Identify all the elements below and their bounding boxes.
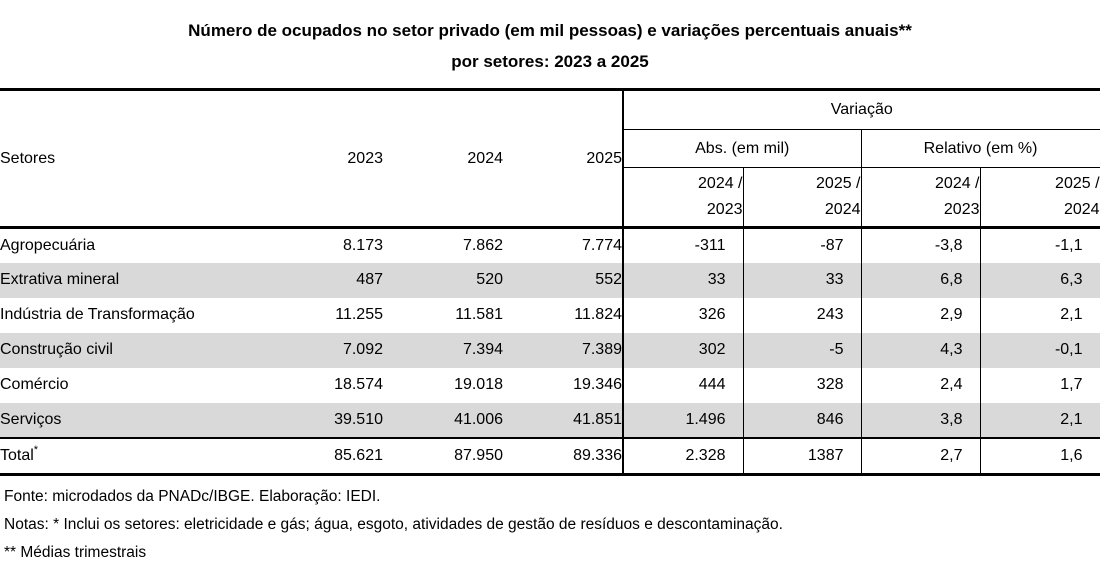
period-top: 2025 / [1055,175,1100,192]
rel-var-2025-2024-cell: 1,6 [979,437,1100,475]
header-abs-2025-2024: 2025 / 2024 [742,167,861,228]
table-notes: Fonte: microdados da PNADc/IBGE. Elabora… [0,476,1100,567]
value-2023-cell: 8.173 [342,236,383,254]
value-2024-cell: 7.862 [462,236,503,254]
sector-name-cell: Indústria de Transformação [0,306,195,323]
value-2023-cell: 11.255 [335,306,383,323]
abs-var-2024-2023-cell: 444 [622,367,743,403]
table-body: Agropecuária 8.173 7.862 7.774 -311 -87 … [0,227,1100,475]
header-row-periods: 2024 / 2023 2025 / 2024 2024 / 2023 2025… [0,167,1100,228]
header-relativo: Relativo (em %) [860,129,1100,168]
value-2024-cell: 11.581 [455,306,503,323]
sector-name-cell: Agropecuária [0,236,96,254]
notes-line2: ** Médias trimestrais [4,544,147,561]
value-2023-cell: 18.574 [334,376,383,393]
header-abs: Abs. (em mil) [622,129,861,168]
rel-var-2025-2024-cell: 6,3 [979,262,1100,298]
value-2025-cell: 552 [595,271,622,288]
header-year-2024: 2024 [467,149,503,167]
rel-var-2025-2024-cell: 2,1 [979,297,1100,333]
table-row-extrativa-mineral: Extrativa mineral 487 520 552 33 33 6,8 … [0,262,1100,298]
rel-var-2025-2024-cell: -1,1 [979,227,1100,263]
value-2024-cell: 41.006 [454,410,503,428]
sector-name-cell: Comércio [0,376,69,393]
period-bottom: 2023 [706,201,743,218]
abs-var-2025-2024-cell: 33 [742,262,861,298]
report-title: Número de ocupados no setor privado (em … [0,0,1100,88]
period-bottom: 2023 [943,201,980,218]
total-label: Total [0,446,34,464]
table-row-industria-transformacao: Indústria de Transformação 11.255 11.581… [0,297,1100,333]
abs-var-2024-2023-cell: -311 [622,227,743,263]
value-2024-cell: 520 [476,271,503,288]
abs-var-2025-2024-cell: -87 [742,227,861,263]
sector-name-cell: Construção civil [0,341,113,358]
header-variacao: Variação [621,89,1100,130]
abs-var-2024-2023-cell: 326 [622,297,743,333]
table-row-agropecuaria: Agropecuária 8.173 7.862 7.774 -311 -87 … [0,227,1100,263]
abs-var-2025-2024-cell: 328 [742,367,861,403]
abs-var-2025-2024-cell: 1387 [742,437,861,475]
value-2025-cell: 19.346 [573,376,622,393]
value-2023-cell: 85.621 [334,446,383,464]
header-rel-2025-2024: 2025 / 2024 [979,167,1100,228]
abs-var-2024-2023-cell: 1.496 [622,402,743,438]
abs-var-2024-2023-cell: 33 [622,262,743,298]
header-row-variacao: Setores 2023 2024 2025 Variação [0,89,1100,167]
total-asterisk: * [33,443,39,456]
sector-name-cell: Extrativa mineral [0,271,120,288]
table-header: Setores 2023 2024 2025 Variação Abs. (em… [0,89,1100,228]
abs-var-2024-2023-cell: 302 [622,332,743,368]
rel-var-2025-2024-cell: -0,1 [979,332,1100,368]
header-rel-2024-2023: 2024 / 2023 [860,167,980,228]
rel-var-2024-2023-cell: 2,4 [860,367,980,403]
value-2024-cell: 19.018 [454,376,503,393]
value-2023-cell: 487 [356,271,383,288]
rel-var-2025-2024-cell: 1,7 [979,367,1100,403]
table-row-servicos: Serviços 39.510 41.006 41.851 1.496 846 … [0,402,1100,438]
period-top: 2025 / [816,175,861,192]
table-row-comercio: Comércio 18.574 19.018 19.346 444 328 2,… [0,367,1100,403]
value-2024-cell: 87.950 [454,446,503,464]
value-2025-cell: 41.851 [573,410,622,428]
rel-var-2024-2023-cell: 4,3 [860,332,980,368]
sector-name-cell: Serviços [0,410,62,428]
table-row-construcao-civil: Construção civil 7.092 7.394 7.389 302 -… [0,332,1100,368]
rel-var-2024-2023-cell: 3,8 [860,402,980,438]
abs-var-2025-2024-cell: 243 [742,297,861,333]
abs-var-2025-2024-cell: -5 [742,332,861,368]
source-note: Fonte: microdados da PNADc/IBGE. Elabora… [4,488,381,505]
value-2025-cell: 7.774 [581,236,622,254]
header-row-abs-rel: Abs. (em mil) Relativo (em %) [0,129,1100,168]
rel-var-2025-2024-cell: 2,1 [979,402,1100,438]
value-2023-cell: 7.092 [342,341,383,358]
period-top: 2024 / [698,175,743,192]
notes-line1: Notas: * Inclui os setores: eletricidade… [4,516,783,533]
abs-var-2025-2024-cell: 846 [742,402,861,438]
header-year-2023: 2023 [347,149,383,167]
period-bottom: 2024 [1063,201,1100,218]
report-title-line1: Número de ocupados no setor privado (em … [188,21,912,40]
data-table: Setores 2023 2024 2025 Variação Abs. (em… [0,88,1100,476]
abs-var-2024-2023-cell: 2.328 [622,437,743,475]
rel-var-2024-2023-cell: 6,8 [860,262,980,298]
report-title-line2: por setores: 2023 a 2025 [451,52,649,71]
rel-var-2024-2023-cell: 2,7 [860,437,980,475]
header-setores: Setores [0,149,56,167]
value-2024-cell: 7.394 [462,341,503,358]
value-2025-cell: 7.389 [581,341,622,358]
value-2025-cell: 89.336 [573,446,622,464]
header-abs-2024-2023: 2024 / 2023 [622,167,743,228]
period-bottom: 2024 [824,201,861,218]
rel-var-2024-2023-cell: -3,8 [860,227,980,263]
value-2025-cell: 11.824 [574,306,622,323]
table-row-total: Total* 85.621 87.950 89.336 2.328 1387 2… [0,437,1100,475]
header-year-2025: 2025 [586,149,622,167]
rel-var-2024-2023-cell: 2,9 [860,297,980,333]
value-2023-cell: 39.510 [334,410,383,428]
period-top: 2024 / [935,175,980,192]
sector-name-cell: Total* [0,438,263,475]
